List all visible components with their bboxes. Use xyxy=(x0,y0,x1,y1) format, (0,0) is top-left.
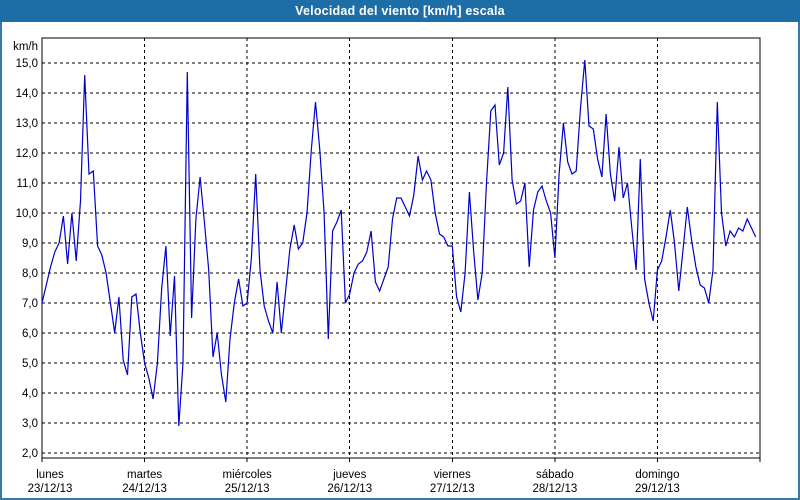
y-tick-label: 6,0 xyxy=(22,328,38,340)
x-weekday-label: sábado xyxy=(536,469,574,481)
y-axis-unit-label: km/h xyxy=(13,41,38,53)
x-weekday-label: miércoles xyxy=(223,469,272,481)
y-tick-label: 4,0 xyxy=(22,388,38,400)
x-date-label: 23/12/13 xyxy=(28,483,73,495)
plot-frame xyxy=(41,37,761,459)
window-title: Velocidad del viento [km/h] escala xyxy=(0,0,800,22)
x-weekday-label: domingo xyxy=(635,469,679,481)
y-tick-label: 14,0 xyxy=(16,88,38,100)
y-tick-label: 10,0 xyxy=(16,208,38,220)
x-axis-labels: lunes 23/12/13 martes 24/12/13 miércoles 25/1… xyxy=(28,469,680,495)
x-weekday-label: jueves xyxy=(332,469,366,481)
y-tick-label: 13,0 xyxy=(16,118,38,130)
x-date-label: 27/12/13 xyxy=(430,483,475,495)
y-tick-label: 5,0 xyxy=(22,358,38,370)
x-date-label: 29/12/13 xyxy=(635,483,680,495)
y-tick-label: 2,0 xyxy=(22,448,38,460)
x-date-label: 26/12/13 xyxy=(327,483,372,495)
gridlines xyxy=(42,38,760,458)
x-date-label: 25/12/13 xyxy=(225,483,270,495)
y-tick-label: 8,0 xyxy=(22,268,38,280)
x-date-label: 28/12/13 xyxy=(532,483,577,495)
y-tick-label: 12,0 xyxy=(16,148,38,160)
y-tick-label: 7,0 xyxy=(22,298,38,310)
wind-speed-chart: 15,0 14,0 13,0 12,0 11,0 10,0 9,0 8,0 7,0 6,0 5,0 4… xyxy=(13,37,761,495)
y-tick-label: 11,0 xyxy=(16,178,38,190)
x-axis-ticks xyxy=(41,458,761,462)
wind-speed-line xyxy=(41,59,757,427)
y-axis-labels: 15,0 14,0 13,0 12,0 11,0 10,0 9,0 8,0 7,0 6,0 5,0 4… xyxy=(16,58,38,460)
x-weekday-label: lunes xyxy=(36,469,64,481)
x-weekday-label: martes xyxy=(127,469,162,481)
y-tick-label: 15,0 xyxy=(16,58,38,70)
x-weekday-label: viernes xyxy=(434,469,471,481)
x-date-label: 24/12/13 xyxy=(122,483,167,495)
y-tick-label: 3,0 xyxy=(22,418,38,430)
y-tick-label: 9,0 xyxy=(22,238,38,250)
